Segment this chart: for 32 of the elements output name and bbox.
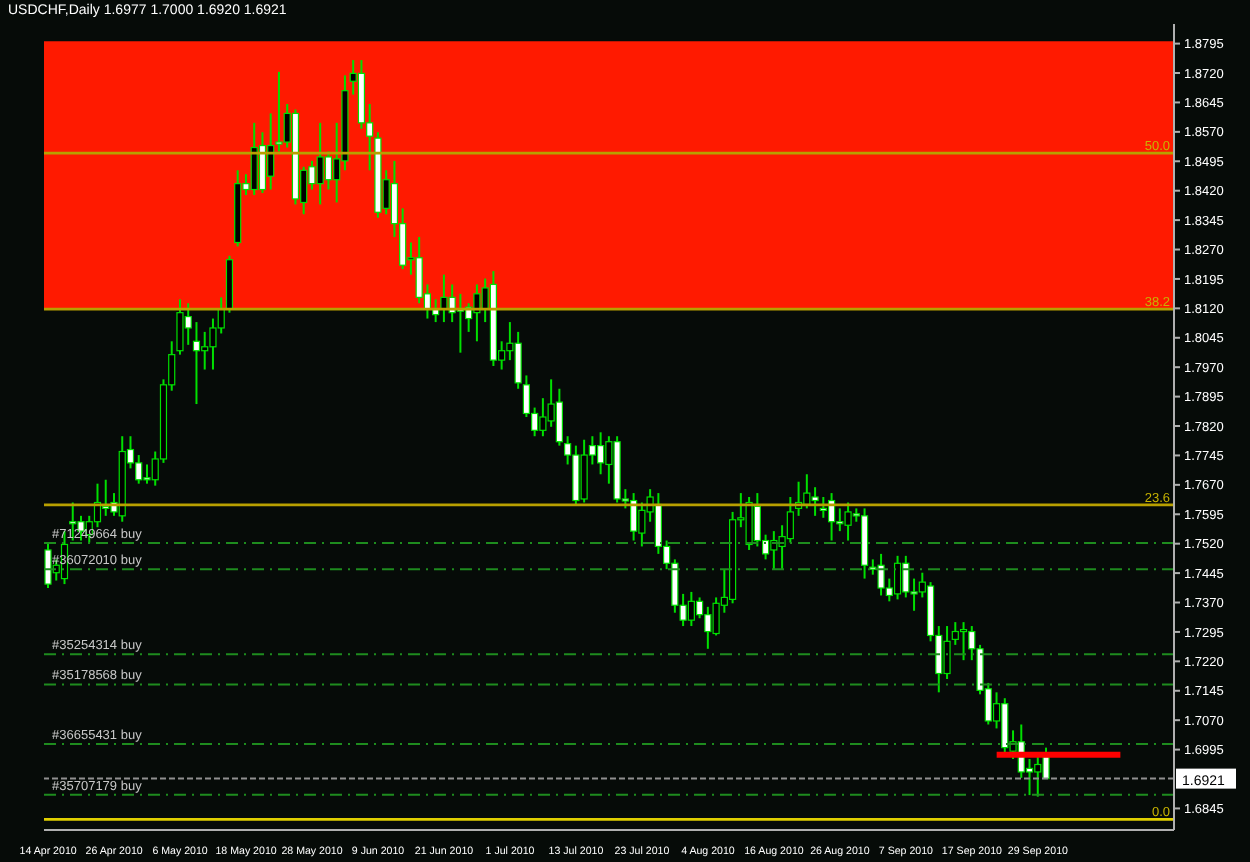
candlestick	[597, 431, 605, 476]
candlestick	[250, 121, 258, 197]
candlestick	[44, 541, 52, 589]
candlestick	[102, 478, 110, 517]
candlestick	[819, 496, 827, 519]
candlestick	[440, 273, 448, 324]
candlestick	[753, 492, 761, 548]
candlestick	[786, 496, 794, 544]
candlestick	[902, 554, 910, 599]
candlestick	[811, 486, 819, 517]
candlestick	[580, 438, 588, 504]
candlestick	[959, 621, 968, 662]
candlestick	[572, 444, 580, 506]
candlestick	[943, 625, 951, 680]
candlestick	[555, 387, 563, 447]
candlestick	[324, 150, 333, 191]
candlestick	[201, 330, 209, 371]
candlestick	[877, 552, 885, 597]
candlestick	[473, 283, 481, 343]
candlestick	[844, 501, 852, 542]
candlestick	[704, 605, 712, 650]
candlestick	[192, 321, 201, 406]
candlestick	[135, 454, 143, 485]
candlestick	[1001, 697, 1009, 757]
candlestick	[745, 496, 753, 551]
candlestick	[316, 121, 324, 206]
candlestick	[687, 590, 695, 628]
candlestick	[267, 112, 275, 191]
candlestick	[893, 554, 902, 601]
candlestick	[143, 463, 151, 485]
candlestick	[1034, 754, 1042, 798]
candlestick	[258, 131, 267, 195]
